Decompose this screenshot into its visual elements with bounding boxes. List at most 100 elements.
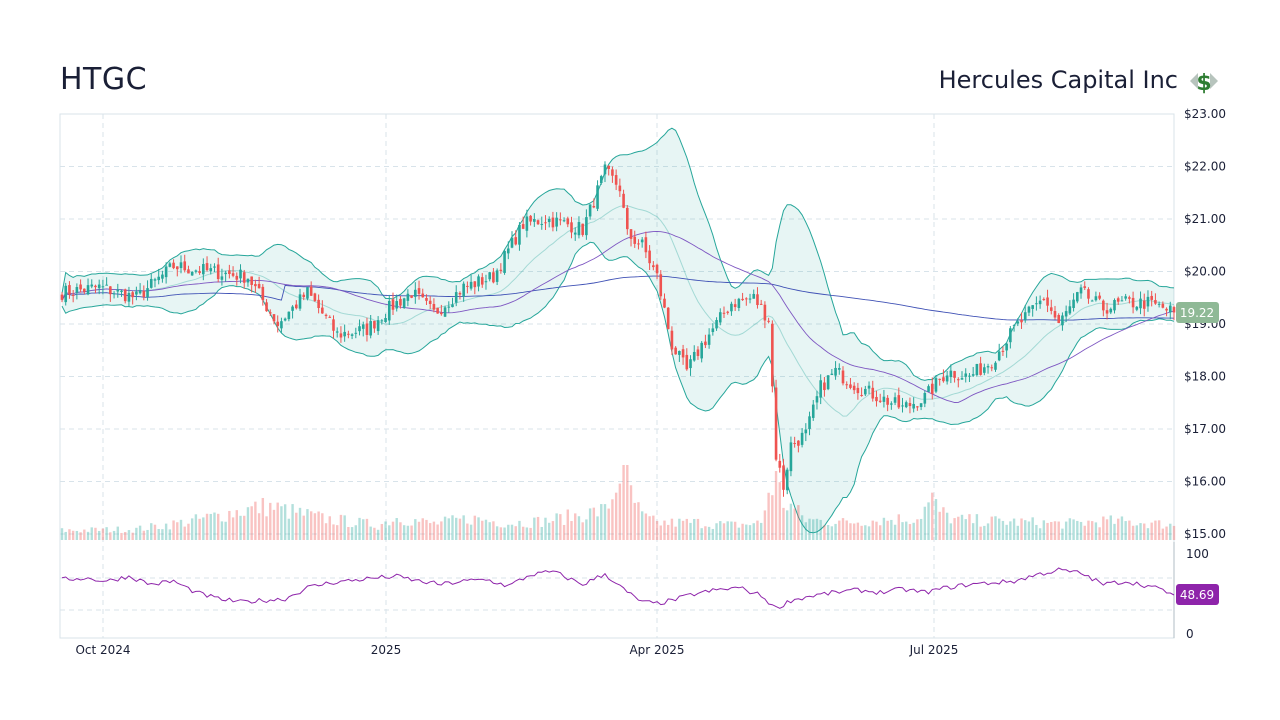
candle-body — [852, 385, 856, 391]
volume-bar — [116, 526, 119, 540]
candle-body — [700, 342, 703, 359]
volume-bar — [603, 504, 607, 540]
volume-bar — [975, 514, 979, 540]
volume-bar — [767, 492, 770, 540]
candle-body — [581, 223, 584, 235]
candle-body — [763, 304, 767, 321]
volume-bar — [923, 506, 927, 540]
volume-bar — [525, 527, 529, 540]
volume-bar — [428, 523, 432, 540]
volume-bar — [674, 526, 677, 540]
volume-bar — [648, 516, 651, 540]
volume-bar — [150, 523, 153, 540]
volume-bar — [867, 526, 871, 540]
candle-body — [1142, 300, 1146, 309]
candle-body — [845, 384, 849, 386]
candle-body — [997, 351, 1001, 361]
candle-body — [529, 215, 532, 222]
candle-body — [202, 264, 205, 275]
candle-body — [60, 294, 64, 300]
candle-body — [726, 311, 730, 313]
volume-bar — [231, 517, 235, 540]
candle-body — [1168, 305, 1172, 313]
volume-bar — [1016, 525, 1019, 540]
volume-bar — [986, 523, 990, 540]
price-tick-label: $16.00 — [1184, 475, 1226, 489]
candle-body — [919, 403, 923, 407]
candle-body — [64, 285, 68, 303]
candle-body — [559, 219, 562, 221]
volume-bar — [243, 515, 246, 540]
volume-bar — [1143, 523, 1146, 540]
candle-body — [410, 295, 413, 298]
candle-body — [596, 185, 599, 209]
volume-bar — [570, 521, 573, 540]
candle-body — [503, 250, 506, 273]
candle-body — [1072, 299, 1075, 308]
volume-bar — [1031, 517, 1034, 540]
volume-bar — [704, 526, 707, 540]
candle-body — [678, 350, 681, 355]
date-axis: Oct 2024 2025 Apr 2025 Jul 2025 — [75, 643, 958, 657]
candle-body — [321, 307, 324, 314]
candle-body — [629, 229, 633, 239]
volume-bar — [856, 522, 860, 540]
volume-bar — [131, 532, 134, 540]
volume-bar — [436, 524, 439, 540]
candle-body — [1161, 303, 1165, 308]
candle-body — [1005, 343, 1008, 351]
candle-body — [458, 292, 462, 295]
candle-body — [287, 311, 291, 320]
candle-body — [555, 217, 558, 227]
candle-body — [436, 307, 439, 314]
volume-bar — [536, 516, 540, 540]
candle-body — [904, 402, 908, 408]
candle-body — [1116, 298, 1120, 302]
volume-bar — [681, 520, 685, 540]
candle-body — [231, 273, 235, 276]
candle-body — [655, 264, 659, 274]
volume-bar — [97, 530, 101, 540]
candle-body — [417, 288, 421, 294]
candle-body — [525, 216, 529, 231]
volume-bar — [663, 520, 666, 540]
candle-body — [1124, 296, 1127, 299]
volume-bar — [228, 510, 231, 540]
volume-bar — [388, 525, 391, 540]
candle-body — [1090, 300, 1094, 302]
candle-body — [547, 218, 551, 223]
volume-bar — [1113, 523, 1116, 540]
candle-body — [1098, 295, 1101, 299]
candle-body — [1023, 312, 1027, 321]
volume-bar — [1146, 528, 1150, 540]
candle-body — [599, 176, 603, 184]
candle-body — [1131, 297, 1135, 308]
candle-body — [198, 271, 201, 273]
volume-bar — [376, 529, 380, 540]
volume-bar — [280, 506, 283, 540]
volume-bar — [1024, 520, 1027, 540]
volume-bar — [164, 523, 168, 540]
volume-bar — [369, 526, 372, 540]
candle-body — [622, 193, 625, 208]
candle-body — [462, 283, 465, 297]
candle-body — [1128, 297, 1131, 299]
candle-body — [75, 287, 79, 293]
volume-bar — [1102, 516, 1105, 540]
candle-body — [488, 272, 491, 280]
volume-bar — [812, 519, 815, 540]
candle-body — [261, 286, 265, 301]
candle-body — [313, 293, 317, 302]
volume-bar — [726, 521, 729, 540]
candle-body — [138, 290, 142, 294]
company-name: Hercules Capital Inc — [938, 66, 1178, 94]
volume-bar — [875, 521, 878, 540]
volume-bar — [581, 522, 584, 540]
volume-bar — [209, 513, 212, 540]
volume-bar — [205, 513, 209, 540]
volume-bar — [789, 503, 793, 540]
candle-body — [492, 272, 495, 283]
candle-body — [168, 263, 172, 267]
volume-bar — [492, 521, 495, 540]
